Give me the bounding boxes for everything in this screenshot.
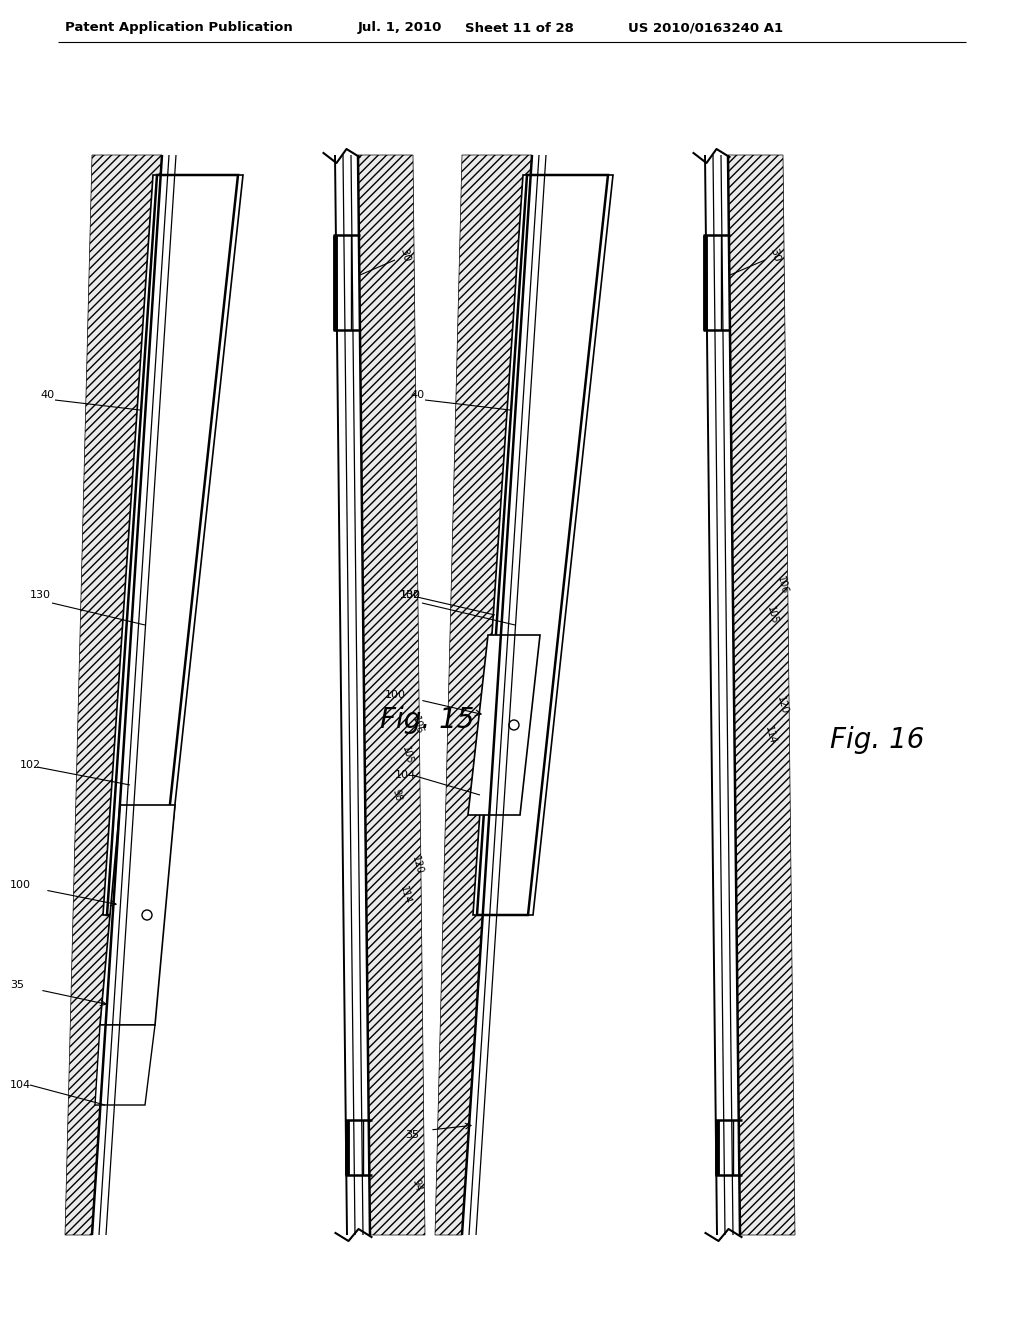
Polygon shape: [95, 1026, 155, 1105]
Polygon shape: [100, 805, 175, 1026]
Polygon shape: [477, 176, 608, 915]
Polygon shape: [473, 176, 613, 915]
Text: 114: 114: [398, 884, 413, 906]
Polygon shape: [358, 154, 425, 1236]
Polygon shape: [728, 154, 795, 1236]
Text: US 2010/0163240 A1: US 2010/0163240 A1: [628, 21, 783, 34]
Text: 35: 35: [406, 1130, 419, 1140]
Text: 120: 120: [410, 855, 424, 875]
Text: 120: 120: [775, 694, 790, 715]
Text: 105: 105: [400, 744, 415, 766]
Text: 35: 35: [10, 979, 24, 990]
Text: 100: 100: [10, 880, 31, 890]
Text: Fig. 16: Fig. 16: [830, 726, 925, 754]
Text: 102: 102: [20, 760, 41, 770]
Text: 104: 104: [395, 770, 416, 780]
Text: 104: 104: [10, 1080, 31, 1090]
Polygon shape: [65, 154, 162, 1236]
Polygon shape: [435, 154, 532, 1236]
Text: Jul. 1, 2010: Jul. 1, 2010: [358, 21, 442, 34]
Text: 102: 102: [400, 590, 421, 601]
Text: 40: 40: [410, 389, 424, 400]
Text: 106: 106: [775, 574, 790, 595]
Text: Patent Application Publication: Patent Application Publication: [65, 21, 293, 34]
Text: 100: 100: [385, 690, 406, 700]
Text: Sheet 11 of 28: Sheet 11 of 28: [465, 21, 573, 34]
Text: 30: 30: [398, 247, 412, 263]
Text: 30: 30: [768, 247, 781, 263]
Text: 106: 106: [410, 715, 424, 735]
Text: 94: 94: [410, 1177, 423, 1192]
Text: Fig. 15: Fig. 15: [380, 706, 474, 734]
Text: 114: 114: [763, 725, 777, 746]
Text: 98: 98: [390, 788, 402, 803]
Text: 130: 130: [400, 590, 421, 601]
Polygon shape: [468, 635, 540, 814]
Text: 40: 40: [40, 389, 54, 400]
Polygon shape: [103, 176, 243, 915]
Text: 105: 105: [765, 605, 779, 626]
Text: 130: 130: [30, 590, 51, 601]
Polygon shape: [106, 176, 238, 915]
